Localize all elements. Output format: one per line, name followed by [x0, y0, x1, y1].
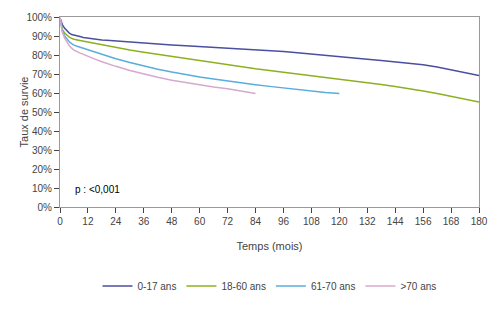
svg-text:50%: 50% — [32, 107, 52, 118]
svg-text:0: 0 — [57, 216, 63, 227]
svg-text:60: 60 — [194, 216, 206, 227]
svg-text:60%: 60% — [32, 88, 52, 99]
svg-text:0-17 ans: 0-17 ans — [138, 281, 177, 292]
svg-text:168: 168 — [443, 216, 460, 227]
svg-text:120: 120 — [331, 216, 348, 227]
svg-text:84: 84 — [250, 216, 262, 227]
svg-text:Taux de survie: Taux de survie — [18, 77, 30, 148]
svg-text:20%: 20% — [32, 164, 52, 175]
svg-text:70%: 70% — [32, 69, 52, 80]
svg-text:10%: 10% — [32, 183, 52, 194]
svg-text:80%: 80% — [32, 50, 52, 61]
svg-text:108: 108 — [303, 216, 320, 227]
svg-text:61-70 ans: 61-70 ans — [311, 281, 355, 292]
svg-text:36: 36 — [138, 216, 150, 227]
svg-text:132: 132 — [359, 216, 376, 227]
svg-text:144: 144 — [387, 216, 404, 227]
svg-text:180: 180 — [471, 216, 488, 227]
svg-text:24: 24 — [110, 216, 122, 227]
svg-text:90%: 90% — [32, 31, 52, 42]
svg-text:156: 156 — [415, 216, 432, 227]
svg-text:Temps (mois): Temps (mois) — [236, 240, 302, 252]
svg-text:30%: 30% — [32, 145, 52, 156]
svg-text:48: 48 — [166, 216, 178, 227]
svg-text:40%: 40% — [32, 126, 52, 137]
svg-text:100%: 100% — [26, 12, 52, 23]
svg-text:12: 12 — [82, 216, 94, 227]
svg-text:p : <0,001: p : <0,001 — [75, 184, 120, 195]
svg-text:>70 ans: >70 ans — [400, 281, 436, 292]
svg-text:0%: 0% — [38, 202, 53, 213]
svg-text:72: 72 — [222, 216, 234, 227]
svg-text:18-60 ans: 18-60 ans — [221, 281, 265, 292]
svg-text:96: 96 — [278, 216, 290, 227]
